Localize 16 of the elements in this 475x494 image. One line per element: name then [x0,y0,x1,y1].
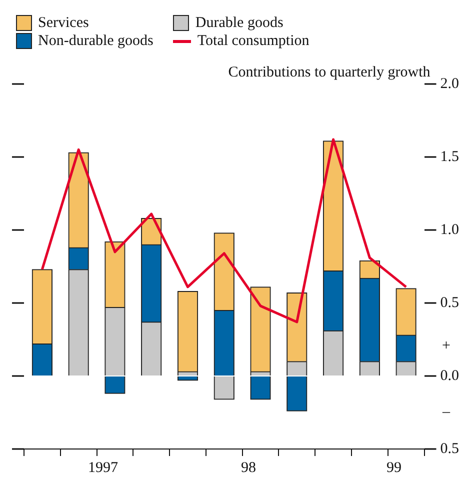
legend-label: Non-durable goods [38,32,154,50]
x-tick-label: 1997 [88,460,118,476]
text: – [442,404,450,420]
legend-label: Durable goods [195,14,284,32]
legend-label: Total consumption [197,32,310,50]
x-tick-label: 98 [241,460,256,476]
legend-label: Services [38,14,89,32]
y-tick-label: 0.0 [440,368,459,384]
text: + [442,338,450,354]
y-tick-label: 1.0 [440,222,459,238]
x-tick-label: 99 [386,460,402,476]
y-tick-label: 2.0 [440,76,459,92]
y-tick-label: 0.5 [440,294,459,311]
y-tick-label: 1.5 [440,148,459,165]
y-axis-title: Contributions to quarterly growth [228,64,431,80]
y-tick-label: 0.5 [440,440,459,457]
